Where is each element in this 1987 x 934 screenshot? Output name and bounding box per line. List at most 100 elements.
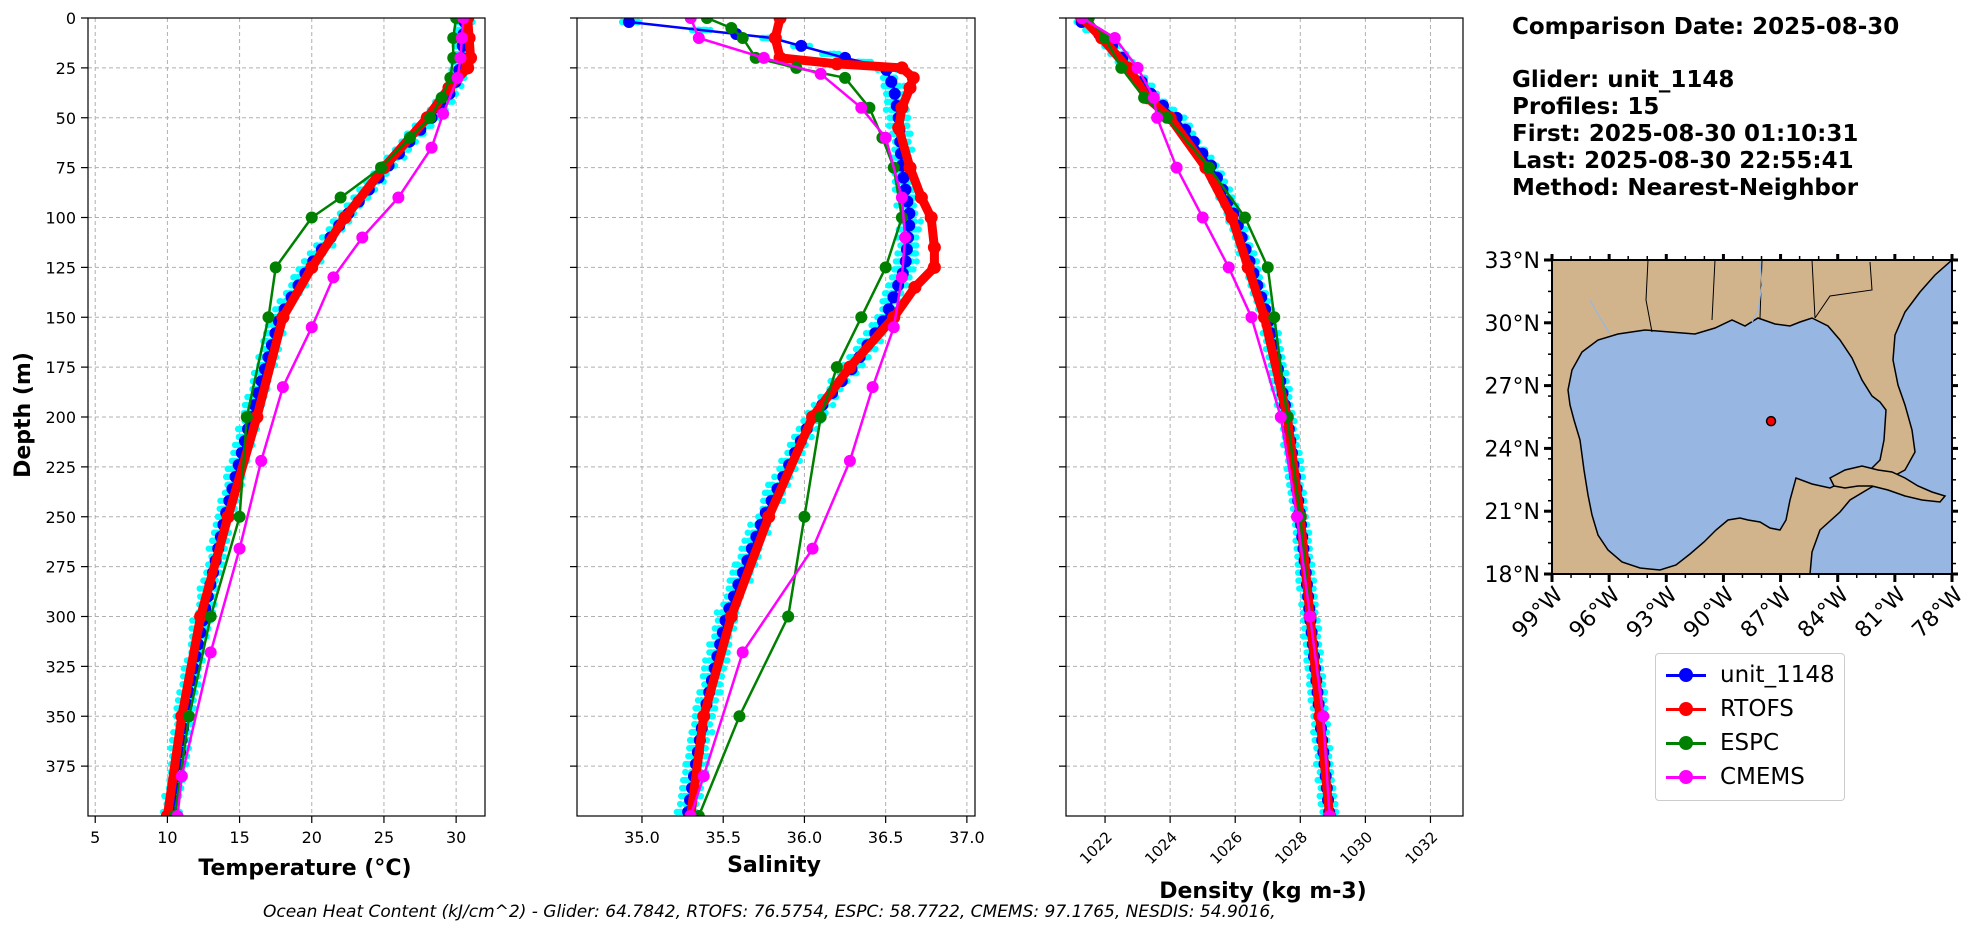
glider-profile-point bbox=[741, 537, 748, 544]
data-point bbox=[447, 31, 460, 44]
data-point bbox=[454, 51, 467, 64]
glider-profile-point bbox=[205, 545, 212, 552]
data-point bbox=[795, 39, 808, 52]
data-point bbox=[1115, 61, 1128, 74]
glider-profile-point bbox=[859, 361, 866, 369]
data-point bbox=[768, 31, 782, 45]
data-point bbox=[855, 311, 868, 324]
data-point bbox=[924, 211, 938, 224]
data-point bbox=[903, 81, 917, 95]
data-point bbox=[424, 111, 437, 124]
glider-profile-point bbox=[904, 130, 911, 137]
data-point bbox=[457, 18, 470, 24]
glider-profile-point bbox=[190, 705, 198, 712]
data-point bbox=[240, 411, 253, 423]
x-tick-label: 35.5 bbox=[705, 828, 741, 847]
glider-profile-point bbox=[734, 561, 741, 568]
glider-profile-point bbox=[862, 330, 870, 337]
y-tick-label: 375 bbox=[45, 757, 76, 776]
glider-profile-point bbox=[174, 697, 182, 704]
data-point bbox=[697, 770, 710, 783]
data-point bbox=[464, 51, 478, 65]
data-point bbox=[887, 291, 900, 304]
glider-profile-point bbox=[718, 673, 725, 680]
data-point bbox=[725, 21, 738, 34]
data-point bbox=[622, 18, 635, 28]
y-tick-label: 175 bbox=[45, 358, 76, 377]
glider-profile-point bbox=[277, 298, 285, 305]
glider-profile-point bbox=[784, 449, 791, 457]
data-point bbox=[814, 411, 827, 423]
glider-profile-point bbox=[895, 258, 902, 265]
data-point bbox=[435, 91, 448, 104]
data-point bbox=[1258, 310, 1271, 324]
data-point bbox=[903, 161, 917, 175]
glider-profile-point bbox=[713, 609, 721, 616]
plot-area bbox=[159, 18, 478, 816]
glider-profile-point bbox=[882, 106, 890, 113]
glider-profile-point bbox=[771, 473, 778, 481]
x-tick-label: 36.5 bbox=[868, 828, 904, 847]
glider-profile-point bbox=[913, 258, 920, 265]
data-point bbox=[892, 121, 906, 135]
data-point bbox=[171, 810, 184, 816]
data-point bbox=[1241, 260, 1255, 274]
data-point bbox=[276, 381, 289, 394]
glider-profile-point bbox=[904, 114, 912, 121]
data-point bbox=[684, 810, 697, 816]
y-tick-label: 50 bbox=[56, 109, 76, 128]
data-point bbox=[782, 610, 795, 623]
data-point bbox=[175, 770, 188, 783]
glider-profile-point bbox=[894, 250, 901, 257]
data-point bbox=[461, 61, 475, 75]
data-point bbox=[1238, 211, 1251, 224]
glider-profile-point bbox=[681, 784, 688, 792]
glider-profile-point bbox=[911, 250, 918, 257]
series-line bbox=[686, 18, 939, 816]
glider-profile-point bbox=[786, 441, 794, 449]
data-point bbox=[762, 510, 776, 524]
data-point bbox=[451, 71, 464, 84]
data-point bbox=[204, 646, 217, 659]
data-point bbox=[233, 510, 246, 523]
data-point bbox=[757, 51, 770, 64]
glider-profile-point bbox=[687, 736, 695, 744]
x-tick-label: 37.0 bbox=[949, 828, 985, 847]
data-point bbox=[233, 542, 246, 555]
glider-profile-point bbox=[729, 569, 736, 576]
x-tick-label: 5 bbox=[90, 828, 100, 847]
x-tick-label: 15 bbox=[229, 828, 249, 847]
glider-profile-point bbox=[709, 729, 716, 736]
data-point bbox=[885, 75, 898, 88]
data-point bbox=[897, 171, 910, 184]
y-tick-label: 250 bbox=[45, 508, 76, 527]
data-point bbox=[700, 18, 713, 24]
glider-profile-point bbox=[196, 585, 203, 592]
data-point bbox=[327, 271, 340, 284]
glider-profile-point bbox=[760, 497, 767, 504]
data-point bbox=[895, 61, 909, 75]
data-point bbox=[697, 709, 711, 723]
glider-profile-point bbox=[709, 713, 716, 720]
data-point bbox=[724, 610, 738, 623]
glider-profile-point bbox=[290, 274, 297, 281]
glider-profile-point bbox=[872, 345, 879, 353]
glider-profile-point bbox=[829, 401, 837, 409]
data-point bbox=[895, 271, 908, 284]
glider-profile-point bbox=[893, 202, 900, 209]
glider-profile-point bbox=[212, 521, 220, 528]
data-point bbox=[879, 131, 892, 144]
glider-profile-point bbox=[272, 306, 279, 313]
data-point bbox=[908, 280, 922, 294]
glider-profile-point bbox=[1221, 178, 1229, 185]
glider-profile-point bbox=[879, 298, 886, 305]
data-point bbox=[305, 211, 318, 224]
glider-profile-point bbox=[221, 489, 229, 497]
glider-profile-point bbox=[241, 401, 249, 409]
data-point bbox=[899, 231, 912, 244]
data-point bbox=[855, 101, 868, 114]
y-tick-label: 125 bbox=[45, 258, 76, 277]
glider-profile-point bbox=[744, 529, 751, 536]
data-point bbox=[843, 360, 857, 374]
data-point bbox=[437, 107, 450, 120]
